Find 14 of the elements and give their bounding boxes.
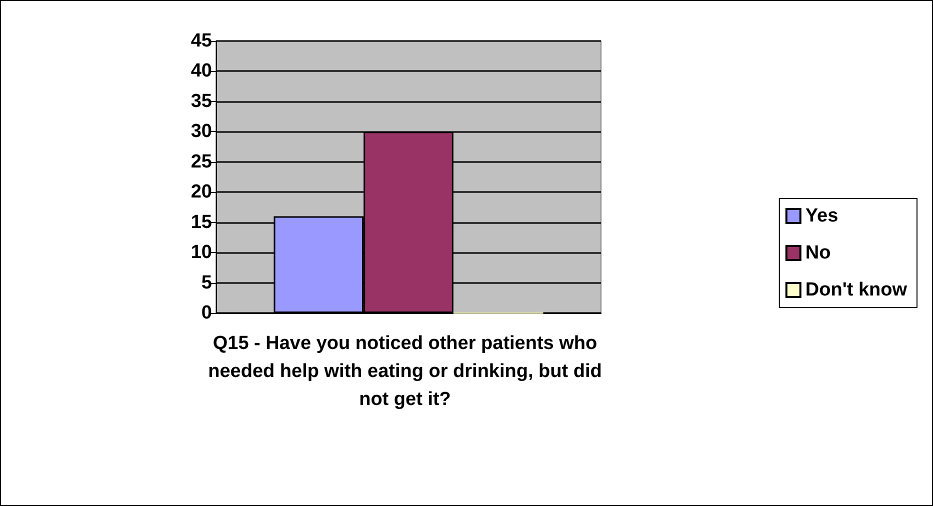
- legend-label: Don't know: [805, 280, 908, 300]
- y-tick-label: 35: [190, 90, 212, 112]
- y-tick-label: 10: [190, 242, 212, 264]
- y-tick-label: 20: [190, 182, 212, 203]
- y-tick-label: 30: [190, 121, 212, 142]
- y-tick-label: 5: [201, 272, 212, 294]
- y-tick-label: 45: [190, 30, 212, 52]
- legend-label: Yes: [805, 206, 838, 226]
- legend-label: No: [805, 242, 831, 264]
- y-tick-label: 25: [190, 151, 212, 172]
- x-axis-title: Q15 - Have you noticed other patients who needed help with eating or drinking, but did not get it?: [207, 332, 603, 412]
- y-tick-label: 0: [201, 302, 212, 324]
- y-tick-label: 15: [190, 212, 212, 233]
- y-tick-label: 40: [190, 60, 212, 82]
